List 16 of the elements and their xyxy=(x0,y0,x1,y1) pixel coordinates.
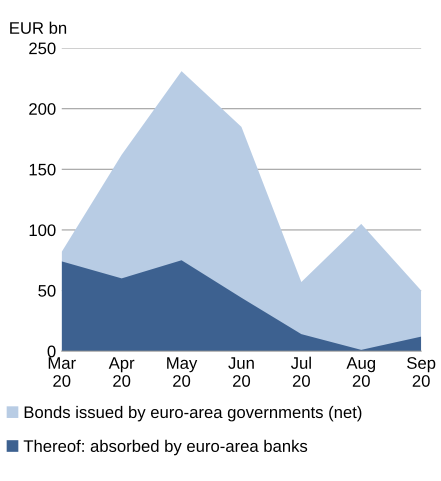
y-tick-label: 100 xyxy=(30,224,56,236)
legend-label: Bonds issued by euro-area governments (net) xyxy=(24,406,362,422)
y-tick-label: 150 xyxy=(30,164,56,176)
x-tick-label: Sep 20 xyxy=(407,357,436,387)
x-tick-label: Mar 20 xyxy=(48,357,76,387)
y-tick-label: 250 xyxy=(29,42,56,54)
x-tick-label: Jul 20 xyxy=(290,356,311,387)
y-tick-label: 50 xyxy=(38,284,56,297)
y-tick-label: 0 xyxy=(48,346,56,358)
x-tick-label: Jun 20 xyxy=(228,357,254,387)
x-tick-label: Aug 20 xyxy=(346,357,376,387)
x-tick-label: Apr 20 xyxy=(108,357,134,387)
x-tick-label: May 20 xyxy=(167,357,198,387)
y-axis-title: EUR bn xyxy=(10,22,66,34)
y-tick-label: 200 xyxy=(29,103,56,115)
legend-label: Thereof: absorbed by euro-area banks xyxy=(24,440,308,456)
